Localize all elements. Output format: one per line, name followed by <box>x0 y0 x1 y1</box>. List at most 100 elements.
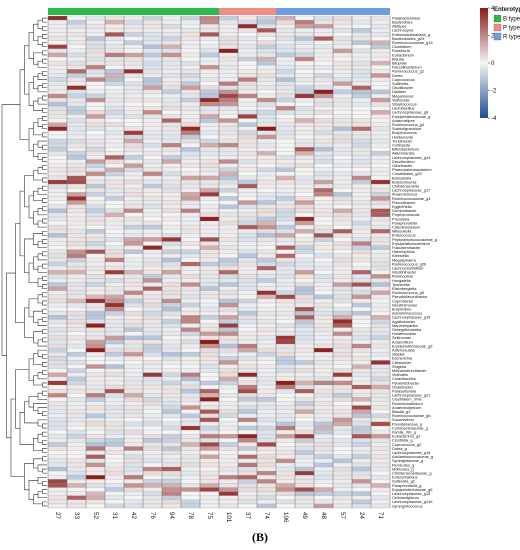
enterotype-annotation-cell <box>238 8 257 15</box>
heatmap-cell <box>333 393 353 398</box>
heatmap-cell <box>105 118 125 123</box>
heatmap-cell <box>48 434 68 439</box>
row-label: Cellulosilyticum <box>392 495 419 500</box>
heatmap-cell <box>314 241 334 246</box>
heatmap-cell <box>295 139 315 144</box>
heatmap-cell <box>200 438 220 443</box>
dendrogram-branch <box>42 124 47 130</box>
heatmap-cell <box>219 434 239 439</box>
heatmap-cell <box>105 352 125 357</box>
heatmap-cell <box>124 212 144 217</box>
heatmap-cell <box>295 192 315 197</box>
heatmap-cell <box>181 352 201 357</box>
heatmap-cell <box>67 413 87 418</box>
heatmap-cell <box>219 32 239 37</box>
heatmap-cell <box>314 282 334 287</box>
heatmap-cell <box>371 16 391 21</box>
heatmap-cell <box>371 491 391 496</box>
heatmap-cell <box>124 36 144 41</box>
heatmap-cell <box>371 122 391 127</box>
heatmap-cell <box>276 409 296 414</box>
heatmap-cell <box>314 249 334 254</box>
heatmap-cell <box>333 368 353 373</box>
heatmap-cell <box>181 114 201 119</box>
row-label: Anaerobutyricum <box>392 405 421 410</box>
heatmap-cell <box>219 290 239 295</box>
heatmap-cell <box>86 122 106 127</box>
heatmap-cell <box>295 503 315 509</box>
heatmap-cell <box>124 48 144 53</box>
column-label: 42 <box>130 512 137 519</box>
heatmap-cell <box>67 24 87 29</box>
heatmap-cell <box>352 450 372 455</box>
row-label: Pseudoflavonifractor <box>392 294 428 299</box>
dendrogram-branch <box>1 104 20 356</box>
heatmap-cell <box>238 257 258 263</box>
dendrogram-branch <box>33 438 43 451</box>
heatmap-cell <box>86 81 106 86</box>
heatmap-cell <box>105 364 125 369</box>
heatmap-cell <box>352 454 372 459</box>
heatmap-cell <box>352 467 372 472</box>
heatmap-cell <box>219 413 239 418</box>
heatmap-cell <box>86 495 106 500</box>
row-label: Lachnospiraceae_g18 <box>392 315 430 320</box>
heatmap-cell <box>200 421 220 427</box>
heatmap-cell <box>276 495 296 500</box>
dendrogram-branch <box>42 423 47 429</box>
heatmap-cell <box>105 327 125 332</box>
heatmap-cell <box>257 57 277 62</box>
heatmap-cell <box>314 503 334 509</box>
heatmap-cell <box>162 335 182 340</box>
heatmap-cell <box>200 442 220 447</box>
heatmap-cell <box>67 192 87 197</box>
heatmap-cell <box>314 380 334 386</box>
heatmap-cell <box>314 372 334 377</box>
heatmap-cell <box>162 352 182 357</box>
heatmap-cell <box>295 270 315 275</box>
heatmap-cell <box>86 93 106 99</box>
dendrogram-branch <box>42 284 47 289</box>
dendrogram-branch <box>37 372 47 380</box>
heatmap-cell <box>162 139 182 144</box>
heatmap-cell <box>200 89 220 94</box>
dendrogram-branch <box>28 262 38 283</box>
heatmap-cell <box>257 323 277 328</box>
dendrogram-branch <box>42 337 47 343</box>
heatmap-cell <box>257 405 277 410</box>
heatmap-cell <box>314 20 334 25</box>
heatmap-cell <box>238 245 258 250</box>
heatmap-cell <box>86 73 106 78</box>
heatmap-cell <box>67 356 87 361</box>
row-label: Acidaminococcus <box>392 311 422 316</box>
dendrogram-branch <box>33 52 43 65</box>
heatmap-cell <box>105 180 125 185</box>
heatmap-cell <box>105 401 125 406</box>
heatmap-cell <box>219 57 239 62</box>
heatmap-cell <box>295 430 315 435</box>
heatmap-cell <box>48 364 68 369</box>
heatmap-cell <box>48 298 68 304</box>
heatmap-cell <box>371 110 391 115</box>
heatmap-cell <box>257 200 277 205</box>
heatmap-cell <box>257 221 277 226</box>
heatmap-cell <box>219 352 239 357</box>
heatmap-cell <box>238 81 258 86</box>
heatmap-cell <box>162 171 182 176</box>
heatmap-cell <box>238 458 258 463</box>
heatmap-cell <box>162 397 182 402</box>
heatmap-cell <box>333 266 353 271</box>
heatmap-cell <box>143 143 163 148</box>
heatmap-cell <box>352 40 372 45</box>
heatmap-cell <box>181 417 201 422</box>
heatmap-cell <box>257 225 277 230</box>
heatmap-cell <box>257 188 277 193</box>
heatmap-cell <box>238 409 258 414</box>
row-label: Prevotellaceae_g <box>392 421 422 426</box>
heatmap-cell <box>257 368 277 373</box>
heatmap-cell <box>86 307 106 312</box>
heatmap-cell <box>48 20 68 25</box>
heatmap-cell <box>105 311 125 316</box>
heatmap-cell <box>219 389 239 394</box>
heatmap-cell <box>86 458 106 463</box>
